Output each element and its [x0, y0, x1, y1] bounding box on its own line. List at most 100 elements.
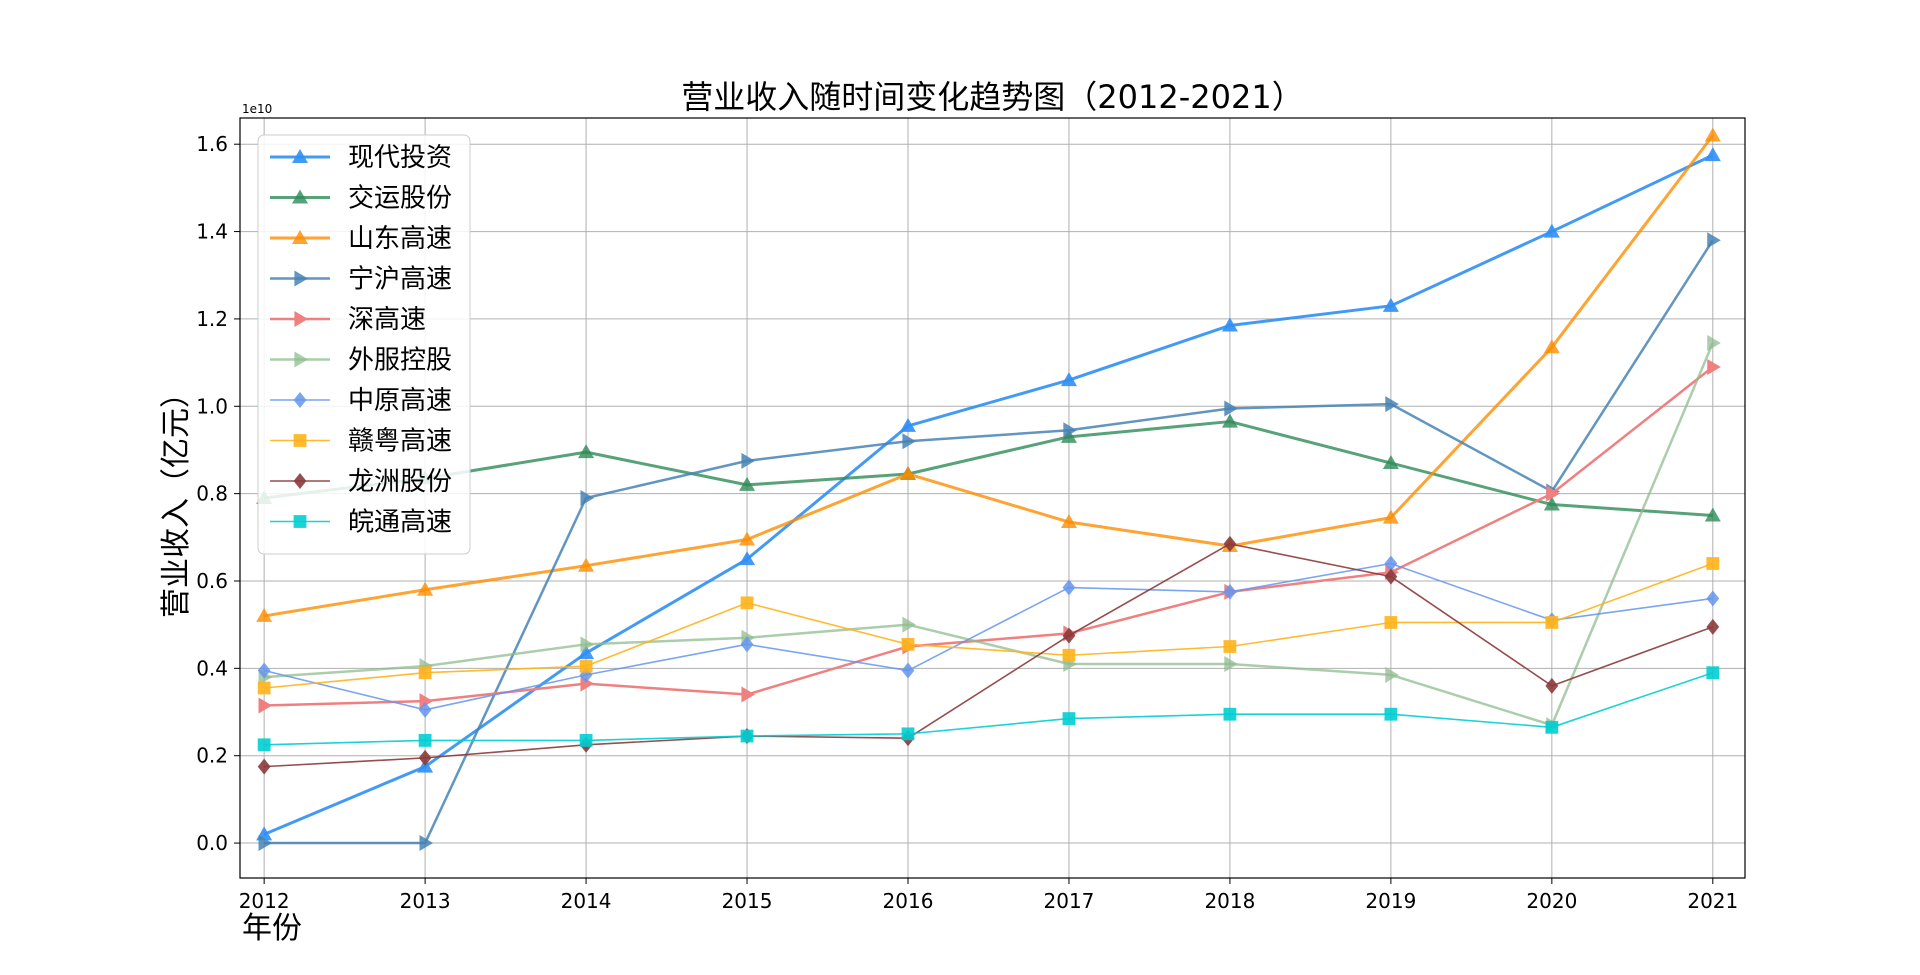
x-tick-label: 2019 — [1365, 889, 1416, 913]
data-point — [1543, 339, 1560, 354]
data-point — [257, 758, 271, 775]
data-point — [1384, 568, 1398, 585]
data-point — [740, 636, 754, 653]
legend-label: 深高速 — [348, 305, 426, 335]
data-point — [1060, 372, 1077, 387]
axis-ticks: 2012 2013 2014 2015 2016 2017 2018 2019 2020 2021… — [196, 132, 1738, 913]
series-9 — [257, 666, 1720, 752]
x-axis-title: 年份 — [242, 911, 302, 946]
data-point — [741, 452, 756, 469]
legend-label: 交运股份 — [348, 184, 452, 214]
data-point — [1223, 707, 1237, 721]
data-point — [580, 490, 595, 506]
data-point — [1706, 557, 1720, 570]
series-line — [264, 671, 1714, 746]
data-point — [1382, 455, 1399, 470]
data-point — [1543, 223, 1560, 238]
chart-title: 营业收入随时间变化趋势图（2012-2021） — [681, 78, 1303, 116]
legend-box — [257, 134, 471, 555]
data-point — [578, 444, 595, 459]
series-8 — [257, 535, 1720, 775]
data-point — [257, 662, 271, 679]
data-point — [901, 662, 915, 679]
data-point — [257, 681, 271, 695]
x-tick-label: 2014 — [561, 889, 612, 913]
legend-marker-swatch — [293, 392, 307, 408]
data-point — [1545, 616, 1559, 629]
legend-marker-swatch — [294, 270, 308, 287]
data-point — [902, 433, 916, 450]
data-point — [1706, 590, 1720, 607]
legend-label: 外服控股 — [348, 346, 452, 376]
legend-item: 赣粤高速 — [270, 427, 452, 457]
legend-item: 中原高速 — [270, 386, 452, 416]
legend-label: 中原高速 — [348, 386, 452, 416]
series-line — [263, 153, 1714, 836]
legend-item: 皖通高速 — [270, 508, 452, 538]
x-tick-label: 2021 — [1687, 889, 1738, 913]
data-point — [1385, 666, 1399, 683]
legend-label: 皖通高速 — [348, 508, 452, 538]
data-point — [740, 729, 754, 743]
data-point — [1062, 648, 1076, 662]
data-point — [257, 738, 271, 752]
data-point — [579, 734, 593, 747]
data-point — [1223, 535, 1237, 552]
y-tick-label: 1.0 — [196, 394, 228, 418]
legend-item: 深高速 — [270, 305, 426, 335]
data-point — [578, 645, 595, 660]
series-6 — [257, 555, 1720, 718]
data-point — [1545, 720, 1559, 734]
data-point — [1545, 677, 1559, 694]
data-point — [1385, 396, 1399, 413]
y-axis-title: 营业收入（亿元） — [159, 378, 194, 618]
series-7 — [257, 557, 1720, 695]
y-axis-offset-label: 1e10 — [242, 102, 272, 116]
data-point — [1384, 707, 1398, 721]
legend-marker-swatch — [294, 351, 308, 368]
data-point — [1384, 616, 1398, 629]
legend-marker-swatch — [293, 473, 307, 489]
data-point — [1062, 712, 1076, 725]
series-line — [263, 420, 1713, 517]
x-tick-label: 2018 — [1204, 889, 1255, 913]
y-tick-label: 0.4 — [196, 656, 228, 680]
data-point — [1224, 655, 1238, 672]
legend-label: 现代投资 — [348, 143, 452, 173]
series-line — [264, 365, 1714, 707]
data-point — [1704, 507, 1721, 522]
series-3 — [258, 232, 1721, 852]
legend-marker-swatch — [292, 230, 308, 244]
data-point — [1062, 627, 1076, 644]
data-point — [1382, 509, 1399, 524]
grid — [240, 118, 1745, 878]
data-point — [1063, 422, 1077, 439]
y-tick-label: 0.2 — [196, 744, 228, 768]
legend-marker-swatch — [292, 149, 308, 163]
data-point — [902, 616, 916, 633]
data-point — [1704, 127, 1721, 142]
series-layer — [256, 127, 1721, 852]
series-4 — [258, 358, 1721, 714]
legend-marker-swatch — [293, 515, 307, 528]
data-point — [418, 734, 432, 747]
x-tick-label: 2020 — [1526, 889, 1577, 913]
data-point — [419, 835, 434, 852]
data-point — [1060, 428, 1077, 443]
data-point — [1221, 413, 1238, 428]
series-line — [263, 134, 1715, 618]
x-tick-label: 2016 — [883, 889, 934, 913]
y-tick-label: 1.4 — [196, 220, 228, 244]
data-point — [1384, 555, 1398, 572]
data-point — [1223, 583, 1237, 600]
data-point — [901, 727, 915, 741]
series-line — [264, 543, 1714, 768]
legend-label: 龙洲股份 — [348, 467, 452, 497]
data-point — [579, 659, 593, 673]
data-point — [1707, 358, 1721, 375]
series-line — [264, 239, 1714, 845]
legend-marker-swatch — [292, 189, 308, 204]
plot-frame — [239, 117, 1746, 879]
